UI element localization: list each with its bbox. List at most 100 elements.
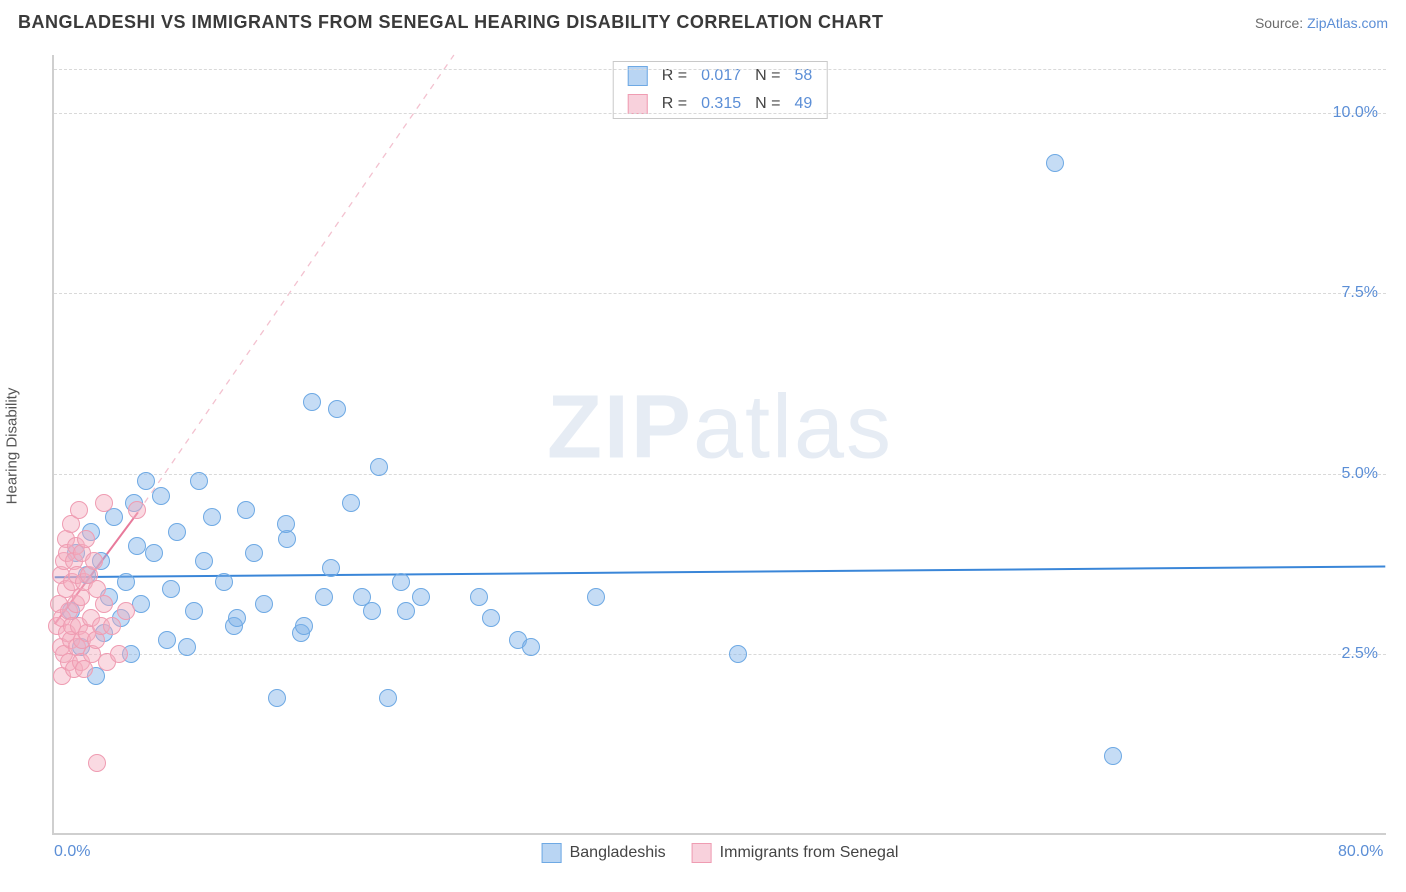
legend-r-value: 0.315 (701, 95, 741, 113)
correlation-chart: BANGLADESHI VS IMMIGRANTS FROM SENEGAL H… (0, 0, 1406, 892)
y-axis-label: Hearing Disability (4, 388, 21, 505)
data-point (55, 552, 73, 570)
legend-top-row: R = 0.315 N = 49 (614, 90, 827, 118)
data-point (73, 544, 91, 562)
data-point (482, 609, 500, 627)
chart-title: BANGLADESHI VS IMMIGRANTS FROM SENEGAL H… (18, 12, 884, 33)
data-point (255, 595, 273, 613)
data-point (168, 523, 186, 541)
source-prefix: Source: (1255, 15, 1307, 31)
title-bar: BANGLADESHI VS IMMIGRANTS FROM SENEGAL H… (18, 12, 1388, 33)
data-point (185, 602, 203, 620)
data-point (87, 631, 105, 649)
legend-bottom: Bangladeshis Immigrants from Senegal (542, 843, 899, 863)
data-point (65, 660, 83, 678)
legend-label: Bangladeshis (570, 844, 666, 862)
data-point (60, 602, 78, 620)
data-point (245, 544, 263, 562)
gridline (54, 69, 1386, 70)
data-point (145, 544, 163, 562)
legend-bottom-item: Bangladeshis (542, 843, 666, 863)
data-point (95, 494, 113, 512)
y-tick-label: 5.0% (1342, 465, 1378, 483)
data-point (315, 588, 333, 606)
data-point (1046, 154, 1064, 172)
data-point (57, 530, 75, 548)
gridline (54, 113, 1386, 114)
plot-area: ZIPatlas R = 0.017 N = 58 R = 0.315 N = … (52, 55, 1386, 835)
data-point (237, 501, 255, 519)
data-point (75, 573, 93, 591)
data-point (85, 552, 103, 570)
data-point (70, 617, 88, 635)
data-point (67, 544, 85, 562)
data-point (328, 400, 346, 418)
data-point (132, 595, 150, 613)
data-point (63, 617, 81, 635)
data-point (78, 624, 96, 642)
data-point (103, 617, 121, 635)
data-point (63, 573, 81, 591)
data-point (62, 602, 80, 620)
data-point (128, 501, 146, 519)
data-point (95, 624, 113, 642)
data-point (62, 515, 80, 533)
legend-swatch (542, 843, 562, 863)
data-point (52, 566, 70, 584)
data-point (50, 595, 68, 613)
gridline (54, 293, 1386, 294)
data-point (353, 588, 371, 606)
data-point (225, 617, 243, 635)
data-point (53, 667, 71, 685)
legend-bottom-item: Immigrants from Senegal (692, 843, 899, 863)
watermark: ZIPatlas (547, 377, 893, 480)
data-point (412, 588, 430, 606)
data-point (105, 508, 123, 526)
data-point (70, 501, 88, 519)
data-point (215, 573, 233, 591)
data-point (397, 602, 415, 620)
data-point (228, 609, 246, 627)
data-point (92, 552, 110, 570)
legend-label: Immigrants from Senegal (720, 844, 899, 862)
data-point (470, 588, 488, 606)
gridline (54, 654, 1386, 655)
data-point (100, 588, 118, 606)
data-point (379, 689, 397, 707)
data-point (117, 602, 135, 620)
data-point (392, 573, 410, 591)
data-point (203, 508, 221, 526)
data-point (65, 552, 83, 570)
data-point (117, 573, 135, 591)
source-link[interactable]: ZipAtlas.com (1307, 15, 1388, 31)
data-point (67, 595, 85, 613)
data-point (88, 754, 106, 772)
data-point (82, 609, 100, 627)
data-point (125, 494, 143, 512)
legend-n-label: N = (755, 95, 780, 113)
legend-top-row: R = 0.017 N = 58 (614, 62, 827, 90)
legend-swatch (628, 94, 648, 114)
data-point (509, 631, 527, 649)
data-point (587, 588, 605, 606)
data-point (158, 631, 176, 649)
data-point (92, 617, 110, 635)
data-point (72, 588, 90, 606)
data-point (195, 552, 213, 570)
data-point (67, 537, 85, 555)
legend-swatch (692, 843, 712, 863)
trend-lines (54, 55, 1386, 833)
data-point (62, 631, 80, 649)
legend-r-label: R = (662, 95, 687, 113)
gridline (54, 474, 1386, 475)
x-tick-label: 0.0% (54, 843, 90, 861)
watermark-bold: ZIP (547, 378, 693, 478)
data-point (68, 566, 86, 584)
data-point (128, 537, 146, 555)
y-tick-label: 2.5% (1342, 645, 1378, 663)
data-point (73, 631, 91, 649)
x-tick-label: 80.0% (1338, 843, 1383, 861)
data-point (53, 609, 71, 627)
data-point (75, 660, 93, 678)
watermark-light: atlas (693, 378, 893, 478)
